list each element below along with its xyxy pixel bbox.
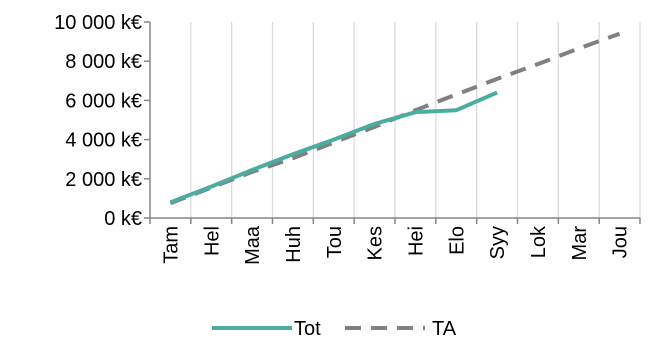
legend-label-tot: Tot	[294, 318, 321, 338]
x-tick-label: Hei	[405, 226, 427, 256]
x-tick-label: Kes	[365, 226, 387, 260]
legend: Tot TA	[212, 318, 457, 338]
y-tick-label: 6 000 k€	[65, 90, 142, 112]
y-axis-ticks: 0 k€ 2 000 k€ 4 000 k€ 6 000 k€ 8 000 k€ 10 0…	[54, 12, 150, 230]
x-tick-label: Mar	[569, 226, 591, 261]
legend-label-ta: TA	[432, 318, 457, 338]
series-line-tot	[169, 90, 498, 205]
y-tick-label: 10 000 k€	[54, 12, 142, 34]
y-tick-label: 8 000 k€	[65, 51, 142, 73]
x-tick-label: Tam	[160, 226, 182, 264]
x-tick-label: Lok	[528, 225, 550, 258]
x-tick-label: Hel	[201, 226, 223, 256]
y-tick-label: 0 k€	[104, 208, 142, 230]
series-layer	[169, 31, 621, 206]
x-tick-label: Syy	[487, 226, 509, 259]
x-tick-label: Maa	[242, 225, 264, 265]
y-tick-label: 4 000 k€	[65, 130, 142, 152]
x-tick-label: Elo	[446, 226, 468, 255]
x-axis-ticks: Tam Hel Maa Huh Tou Kes Hei Elo Syy Lok Mar Jou	[149, 218, 641, 265]
x-tick-label: Jou	[610, 226, 632, 258]
x-tick-label: Tou	[324, 226, 346, 258]
x-tick-label: Huh	[283, 226, 305, 263]
y-tick-label: 2 000 k€	[65, 169, 142, 191]
